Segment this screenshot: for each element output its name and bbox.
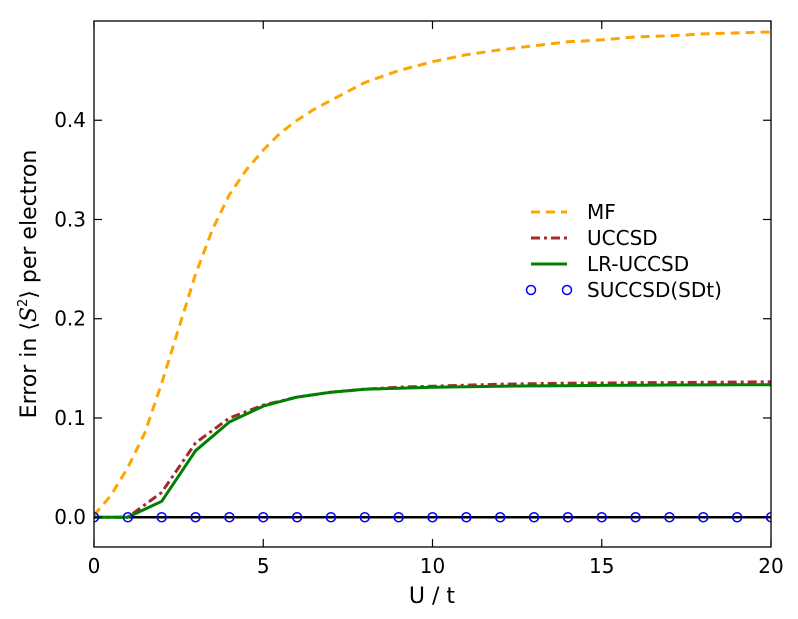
series-point-succsd-sdt [698, 511, 709, 523]
y-tick-label: 0.3 [54, 207, 86, 231]
series-point-succsd-sdt [156, 511, 167, 523]
series-line-mf [94, 30, 771, 517]
legend-label: MF [587, 200, 616, 224]
y-tick-label: 0.4 [54, 108, 86, 132]
series-point-succsd-sdt [291, 511, 303, 523]
legend-marker [561, 284, 573, 296]
legend-label: UCCSD [587, 226, 658, 250]
series-point-succsd-sdt [258, 511, 269, 523]
y-tick-label: 0.2 [54, 307, 86, 331]
series-point-succsd-sdt [325, 511, 337, 523]
axis-ticks: 0 5 10 15 20 0.0 0.1 0.2 0.3 0.4 [54, 21, 784, 578]
x-tick-label: 20 [758, 554, 783, 578]
series-point-succsd-sdt [122, 511, 134, 523]
x-tick-label: 0 [88, 554, 101, 578]
x-axis-label: U / t [409, 584, 456, 609]
series-point-succsd-sdt [630, 511, 641, 523]
series-point-succsd-sdt [359, 511, 371, 523]
y-tick-label: 0.0 [54, 505, 86, 529]
plot-area [94, 30, 771, 523]
series-point-succsd-sdt [427, 511, 438, 523]
legend-marker [525, 284, 537, 296]
y-axis-label: Error in ⟨S2⟩ per electron [16, 150, 42, 419]
series-point-succsd-sdt [461, 511, 472, 523]
series-point-succsd-sdt [664, 511, 675, 523]
legend-label: SUCCSD(SDt) [587, 278, 722, 302]
series-point-succsd-sdt [562, 511, 574, 523]
y-tick-label: 0.1 [54, 406, 86, 430]
legend-label: LR-UCCSD [587, 252, 689, 276]
series-line-lr-uccsd [94, 383, 771, 519]
x-tick-label: 10 [420, 554, 445, 578]
series-point-succsd-sdt [596, 511, 607, 523]
series-point-succsd-sdt [190, 511, 201, 523]
series-point-succsd-sdt [528, 511, 540, 523]
x-tick-label: 5 [257, 554, 270, 578]
x-tick-label: 15 [589, 554, 614, 578]
series-point-succsd-sdt [393, 511, 404, 523]
series-point-succsd-sdt [224, 511, 235, 523]
series-point-succsd-sdt [731, 511, 743, 523]
series-point-succsd-sdt [494, 511, 506, 523]
